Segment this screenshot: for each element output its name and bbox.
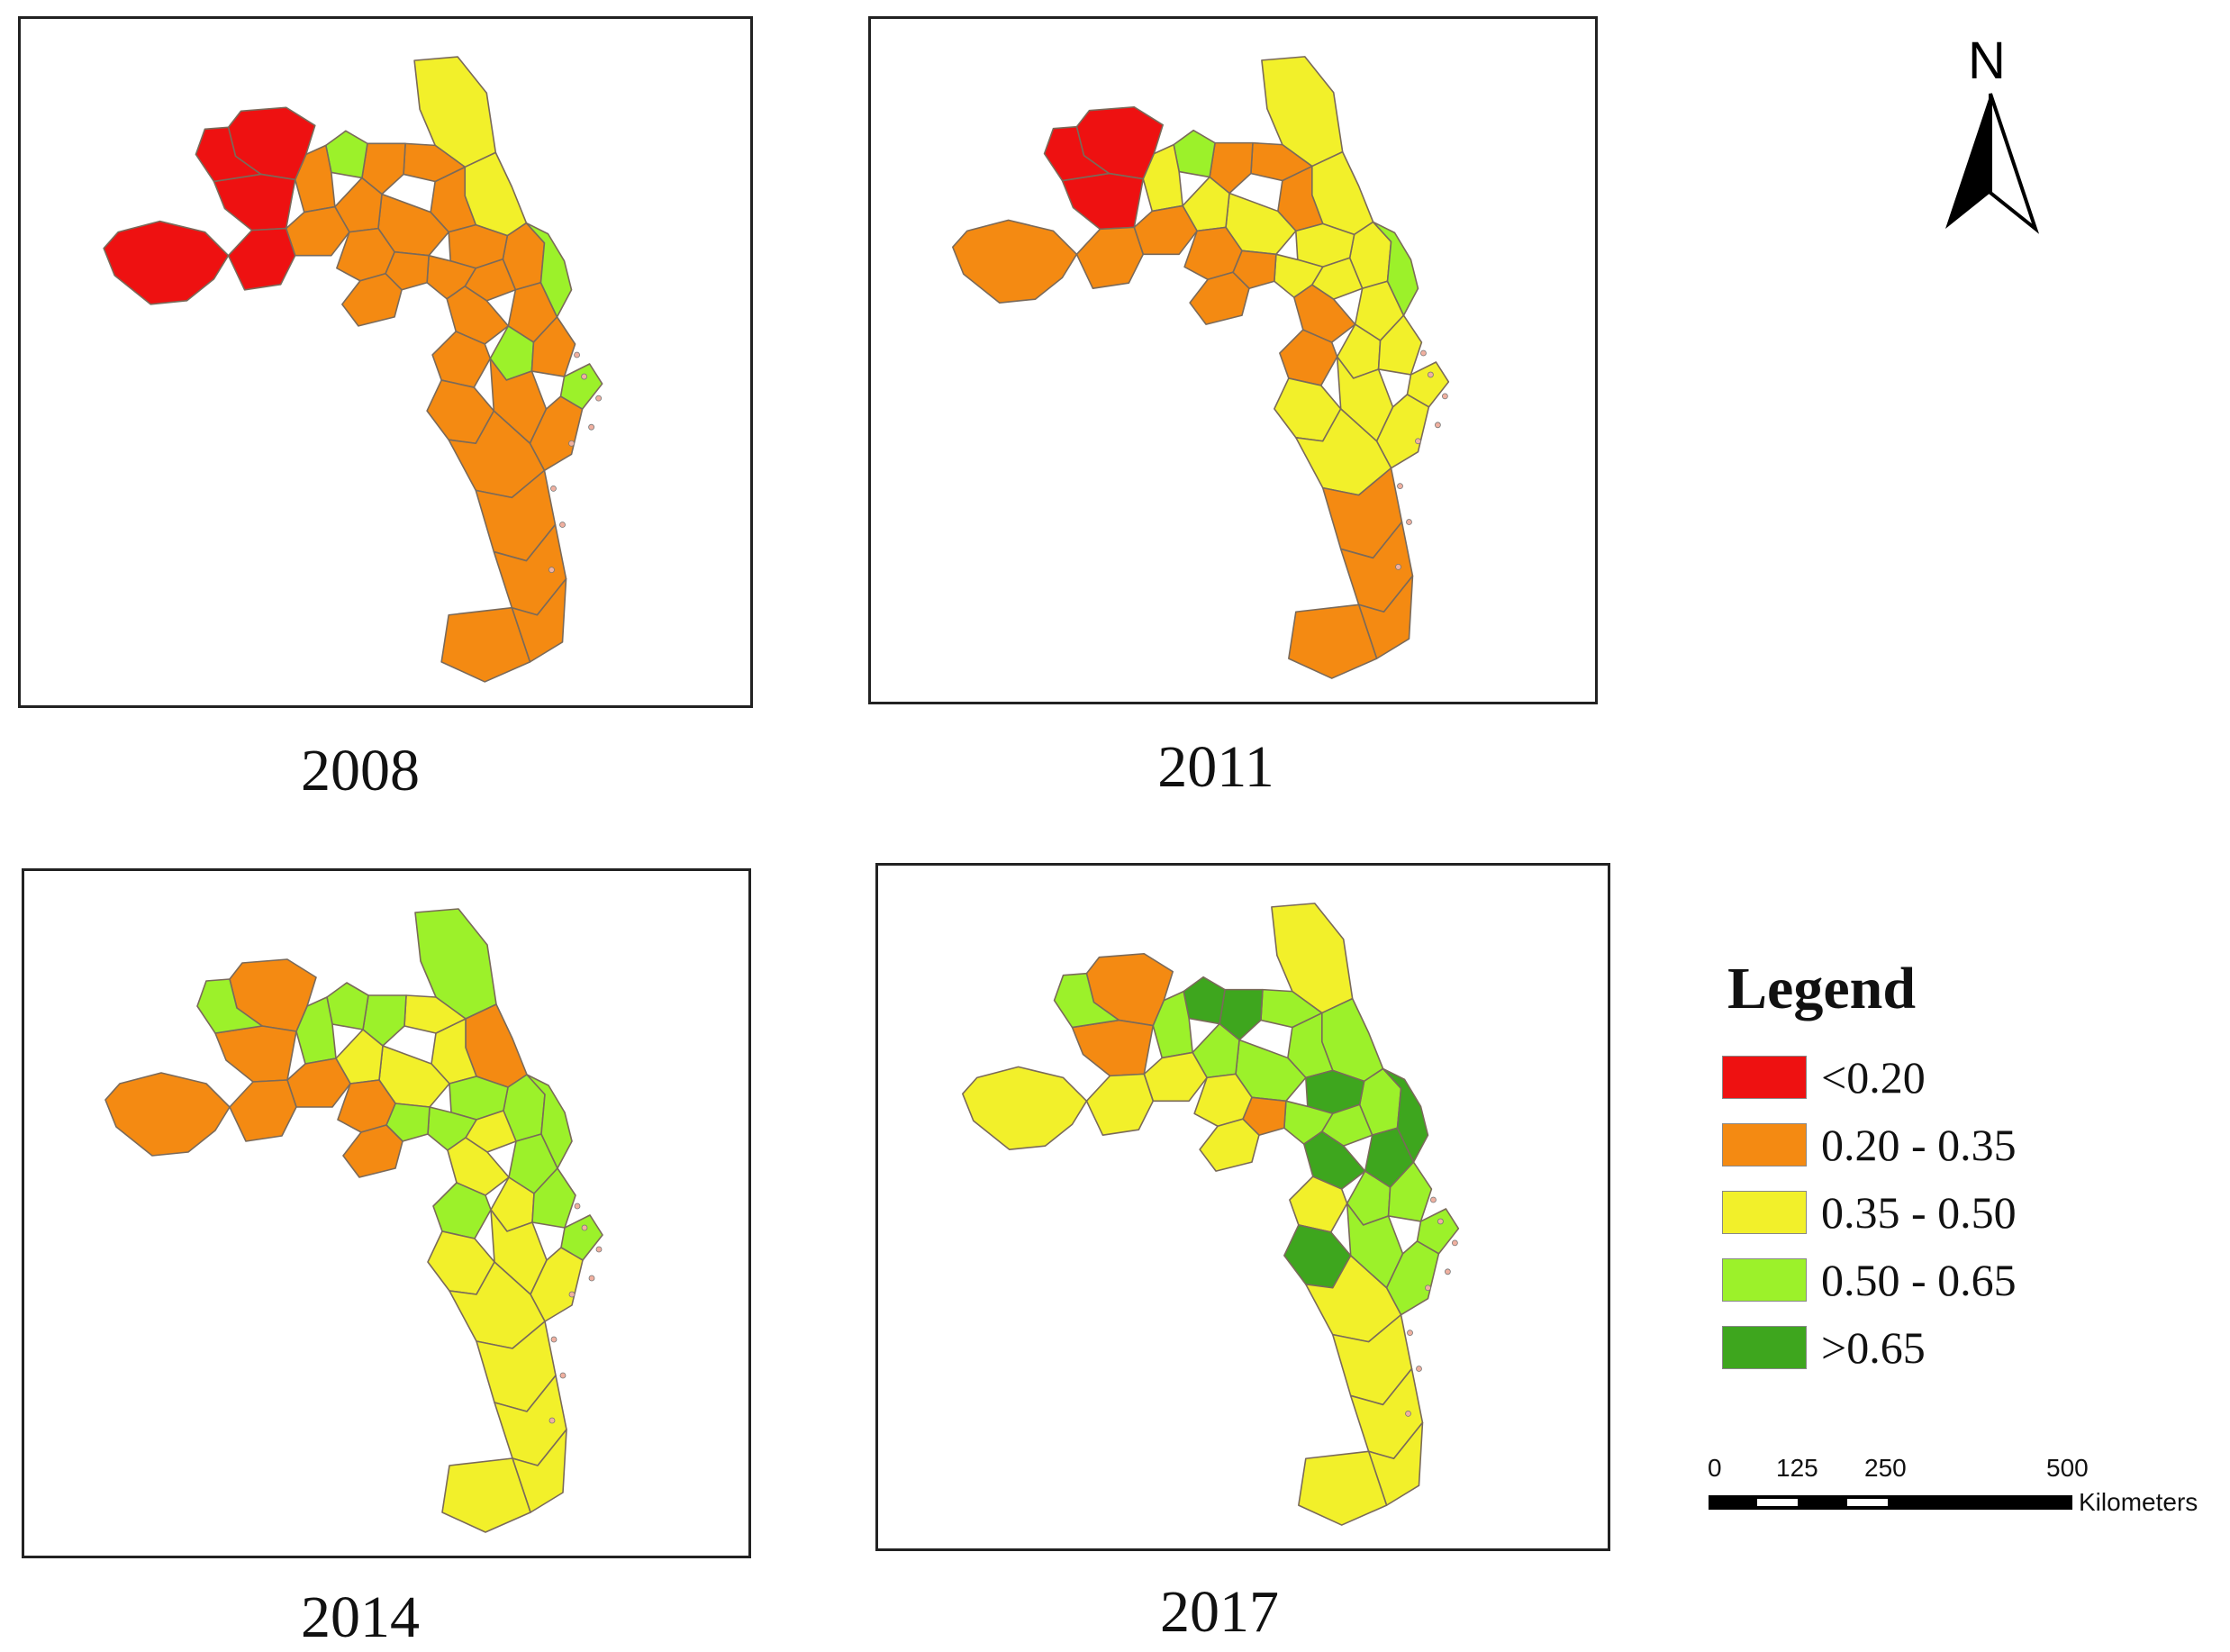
year-label-2011: 2011 xyxy=(1036,733,1396,802)
scale-tick-125: 125 xyxy=(1776,1454,1818,1483)
legend-label: 0.20 - 0.35 xyxy=(1821,1119,2017,1171)
island-1 xyxy=(1437,1219,1443,1224)
map-svg-2017 xyxy=(878,866,1608,1548)
map-region-28 xyxy=(1076,227,1143,288)
map-region-19 xyxy=(343,1125,403,1177)
island-7 xyxy=(1406,1411,1411,1416)
legend-label: 0.35 - 0.50 xyxy=(1821,1186,2017,1239)
island-5 xyxy=(1398,484,1403,489)
legend-swatch xyxy=(1722,1191,1807,1234)
island-5 xyxy=(550,486,556,491)
map-region-5 xyxy=(1183,977,1225,1024)
map-region-25 xyxy=(215,1026,296,1082)
island-2 xyxy=(596,395,602,401)
island-0 xyxy=(575,352,580,358)
island-6 xyxy=(1406,520,1411,525)
island-4 xyxy=(569,440,575,446)
scale-tick-0: 0 xyxy=(1708,1454,1722,1483)
legend-item-035-050: 0.35 - 0.50 xyxy=(1722,1178,2100,1246)
map-region-27 xyxy=(953,220,1077,303)
legend-item-020-035: 0.20 - 0.35 xyxy=(1722,1111,2100,1178)
island-1 xyxy=(582,1225,587,1230)
map-region-17 xyxy=(1134,205,1197,254)
scale-tick-500: 500 xyxy=(2046,1454,2089,1483)
island-7 xyxy=(548,567,554,573)
legend-item-050-065: 0.50 - 0.65 xyxy=(1722,1246,2100,1313)
legend-swatch xyxy=(1722,1056,1807,1099)
legend-title: Legend xyxy=(1727,955,2100,1023)
legend: Legend <0.20 0.20 - 0.35 0.35 - 0.50 0.5… xyxy=(1722,955,2100,1387)
island-3 xyxy=(1445,1269,1450,1275)
map-region-19 xyxy=(1200,1119,1259,1171)
map-panel-2014 xyxy=(22,868,751,1558)
map-region-27 xyxy=(963,1067,1087,1149)
map-panel-2017 xyxy=(875,863,1610,1551)
map-region-25 xyxy=(1073,1021,1154,1076)
map-region-17 xyxy=(287,1058,350,1107)
map-region-5 xyxy=(326,131,367,177)
island-4 xyxy=(1425,1285,1430,1291)
map-region-28 xyxy=(229,229,295,290)
island-7 xyxy=(549,1418,555,1423)
island-6 xyxy=(1416,1366,1421,1372)
map-region-28 xyxy=(1086,1074,1153,1135)
legend-label: 0.50 - 0.65 xyxy=(1821,1254,2017,1306)
map-region-17 xyxy=(1144,1052,1207,1101)
map-region-5 xyxy=(1174,131,1215,177)
island-5 xyxy=(551,1337,557,1342)
island-6 xyxy=(560,522,566,527)
island-5 xyxy=(1408,1330,1413,1336)
legend-label: >0.65 xyxy=(1821,1321,1926,1374)
island-4 xyxy=(1415,439,1420,444)
island-2 xyxy=(1442,394,1447,399)
island-1 xyxy=(582,374,587,379)
map-panel-2011 xyxy=(868,16,1598,704)
island-0 xyxy=(575,1203,580,1209)
map-region-5 xyxy=(327,983,368,1030)
island-0 xyxy=(1420,350,1426,356)
map-panel-2008 xyxy=(18,16,753,708)
year-label-2014: 2014 xyxy=(180,1584,540,1652)
map-svg-2011 xyxy=(871,19,1595,702)
map-region-19 xyxy=(342,274,402,326)
legend-item-gt065: >0.65 xyxy=(1722,1313,2100,1381)
island-3 xyxy=(1435,422,1440,428)
map-region-27 xyxy=(104,222,228,304)
north-arrow-icon xyxy=(1936,38,2044,245)
island-3 xyxy=(589,1275,594,1281)
island-1 xyxy=(1428,372,1433,377)
legend-item-lt020: <0.20 xyxy=(1722,1043,2100,1111)
island-6 xyxy=(560,1373,566,1378)
map-region-27 xyxy=(105,1073,230,1156)
map-svg-2008 xyxy=(21,19,750,705)
scale-bar-graphic xyxy=(1708,1493,2077,1513)
island-2 xyxy=(1452,1240,1457,1246)
legend-swatch xyxy=(1722,1123,1807,1166)
map-region-28 xyxy=(230,1080,296,1141)
island-4 xyxy=(569,1292,575,1297)
year-label-2017: 2017 xyxy=(1039,1578,1400,1647)
map-region-17 xyxy=(286,207,349,256)
scale-tick-250: 250 xyxy=(1864,1454,1907,1483)
map-region-25 xyxy=(1063,174,1144,230)
island-0 xyxy=(1430,1197,1436,1203)
scale-units: Kilometers xyxy=(2079,1488,2198,1517)
map-region-25 xyxy=(214,174,295,230)
island-2 xyxy=(596,1247,602,1252)
legend-swatch xyxy=(1722,1326,1807,1369)
year-label-2008: 2008 xyxy=(180,737,540,805)
island-3 xyxy=(589,424,594,430)
map-svg-2014 xyxy=(24,871,748,1556)
map-region-19 xyxy=(1190,272,1249,324)
legend-label: <0.20 xyxy=(1821,1051,1926,1103)
scale-bar: 0 125 250 500 Kilometers xyxy=(1708,1454,2230,1544)
island-7 xyxy=(1396,564,1401,569)
legend-swatch xyxy=(1722,1258,1807,1302)
